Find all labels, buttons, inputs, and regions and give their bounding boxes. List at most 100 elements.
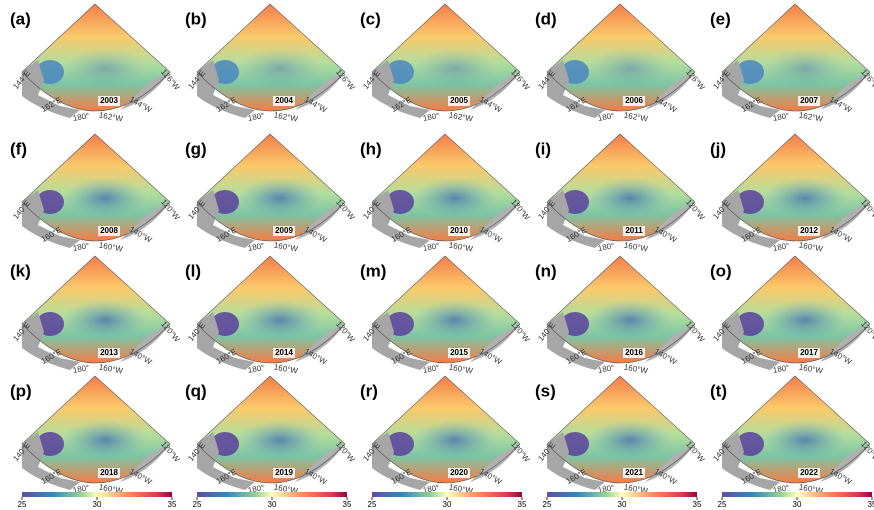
colorbar: 25 30 35 bbox=[368, 492, 527, 509]
longitude-label: 162°W bbox=[623, 111, 649, 124]
panel-label: (b) bbox=[185, 9, 207, 28]
colorbar-tick-label: 30 bbox=[443, 500, 452, 509]
year-label: 2012 bbox=[800, 226, 818, 235]
panel-label: (i) bbox=[535, 139, 551, 158]
longitude-label: 160°W bbox=[798, 241, 824, 254]
year-label: 2005 bbox=[450, 96, 468, 105]
panel-label: (p) bbox=[10, 381, 32, 400]
longitude-label: 180° bbox=[772, 363, 790, 375]
longitude-label: 180° bbox=[247, 111, 265, 123]
low-salinity bbox=[763, 420, 847, 460]
colorbar-tick-label: 35 bbox=[693, 500, 702, 509]
colorbar-tick-label: 35 bbox=[343, 500, 352, 509]
map-panel: (b)2004144°E162°E180°162°W144°W126°W bbox=[185, 4, 357, 124]
colorbar: 253035 bbox=[18, 492, 177, 509]
year-label: 2016 bbox=[625, 348, 643, 357]
year-label: 2010 bbox=[450, 226, 468, 235]
year-label: 2021 bbox=[625, 468, 643, 477]
year-label: 2020 bbox=[450, 468, 468, 477]
year-label: 2004 bbox=[275, 96, 293, 105]
map-panel: (j)2012140°E160°E180°160°W140°W120°W bbox=[710, 134, 874, 254]
panel-label: (l) bbox=[185, 261, 201, 280]
longitude-label: 160°W bbox=[623, 241, 649, 254]
colorbar-ramp bbox=[22, 492, 172, 497]
low-salinity bbox=[63, 48, 147, 88]
low-salinity bbox=[588, 178, 672, 218]
colorbar: 25 30 35 bbox=[193, 492, 352, 509]
colorbar-ramp bbox=[197, 492, 347, 497]
panel-label: (d) bbox=[535, 9, 557, 28]
low-salinity bbox=[588, 420, 672, 460]
map-panel: (s)2021140°E160°E180°160°W140°W120°W bbox=[535, 376, 707, 496]
colorbar-tick-label: 30 bbox=[268, 500, 277, 509]
year-label: 2017 bbox=[800, 348, 818, 357]
longitude-label: 180° bbox=[72, 241, 90, 253]
panel-label: (j) bbox=[710, 139, 726, 158]
year-label: 2013 bbox=[100, 348, 118, 357]
low-salinity bbox=[763, 178, 847, 218]
year-label: 2006 bbox=[625, 96, 643, 105]
panel-label: (r) bbox=[360, 381, 378, 400]
low-salinity bbox=[413, 300, 497, 340]
low-salinity bbox=[413, 420, 497, 460]
year-label: 2019 bbox=[275, 468, 293, 477]
longitude-label: 162°W bbox=[98, 111, 124, 124]
longitude-label: 180° bbox=[422, 363, 440, 375]
longitude-label: 162°W bbox=[448, 111, 474, 124]
panel-label: (q) bbox=[185, 381, 207, 400]
year-label: 2022 bbox=[800, 468, 818, 477]
longitude-label: 180° bbox=[597, 241, 615, 253]
colorbar-tick-label: 25 bbox=[368, 500, 377, 509]
panel-label: (t) bbox=[710, 381, 727, 400]
figure: (a)2003144°E162°E180°162°W144°W126°W(b)2… bbox=[0, 0, 874, 510]
longitude-label: 162°W bbox=[798, 111, 824, 124]
colorbar-tick-label: 25 bbox=[718, 500, 727, 509]
longitude-label: 160°W bbox=[448, 241, 474, 254]
colorbar-ramp bbox=[372, 492, 522, 497]
colorbar-tick-label: 25 bbox=[193, 500, 202, 509]
panel-label: (e) bbox=[710, 9, 731, 28]
low-salinity bbox=[763, 48, 847, 88]
year-label: 2011 bbox=[625, 226, 643, 235]
year-label: 2015 bbox=[450, 348, 468, 357]
longitude-label: 160°W bbox=[448, 363, 474, 376]
panel-label: (m) bbox=[360, 261, 386, 280]
colorbar: 253035 bbox=[718, 492, 874, 509]
colorbar-ramp bbox=[547, 492, 697, 497]
longitude-label: 160°W bbox=[273, 241, 299, 254]
map-panel: (l)2014140°E160°E180°160°W140°W120°W bbox=[185, 256, 357, 376]
panel-label: (g) bbox=[185, 139, 207, 158]
colorbar-tick-label: 30 bbox=[93, 500, 102, 509]
panel-label: (c) bbox=[360, 9, 381, 28]
longitude-label: 180° bbox=[772, 241, 790, 253]
panel-label: (f) bbox=[10, 139, 27, 158]
low-salinity bbox=[63, 300, 147, 340]
panel-label: (a) bbox=[10, 9, 31, 28]
panel-label: (s) bbox=[535, 381, 556, 400]
longitude-label: 180° bbox=[597, 111, 615, 123]
year-label: 2014 bbox=[275, 348, 293, 357]
longitude-label: 160°W bbox=[98, 241, 124, 254]
colorbar-tick-label: 30 bbox=[793, 500, 802, 509]
panel-label: (h) bbox=[360, 139, 382, 158]
panel-label: (n) bbox=[535, 261, 557, 280]
longitude-label: 180° bbox=[247, 241, 265, 253]
year-label: 2009 bbox=[275, 226, 293, 235]
colorbar-tick-label: 30 bbox=[618, 500, 627, 509]
year-label: 2003 bbox=[100, 96, 118, 105]
map-panel: (m)2015140°E160°E180°160°W140°W120°W bbox=[360, 256, 532, 376]
colorbar-ramp bbox=[722, 492, 872, 497]
low-salinity bbox=[63, 420, 147, 460]
longitude-label: 180° bbox=[72, 363, 90, 375]
colorbar-tick-label: 35 bbox=[518, 500, 527, 509]
map-panel: (f)2008140°E160°E180°160°W140°W120°W bbox=[10, 134, 182, 254]
